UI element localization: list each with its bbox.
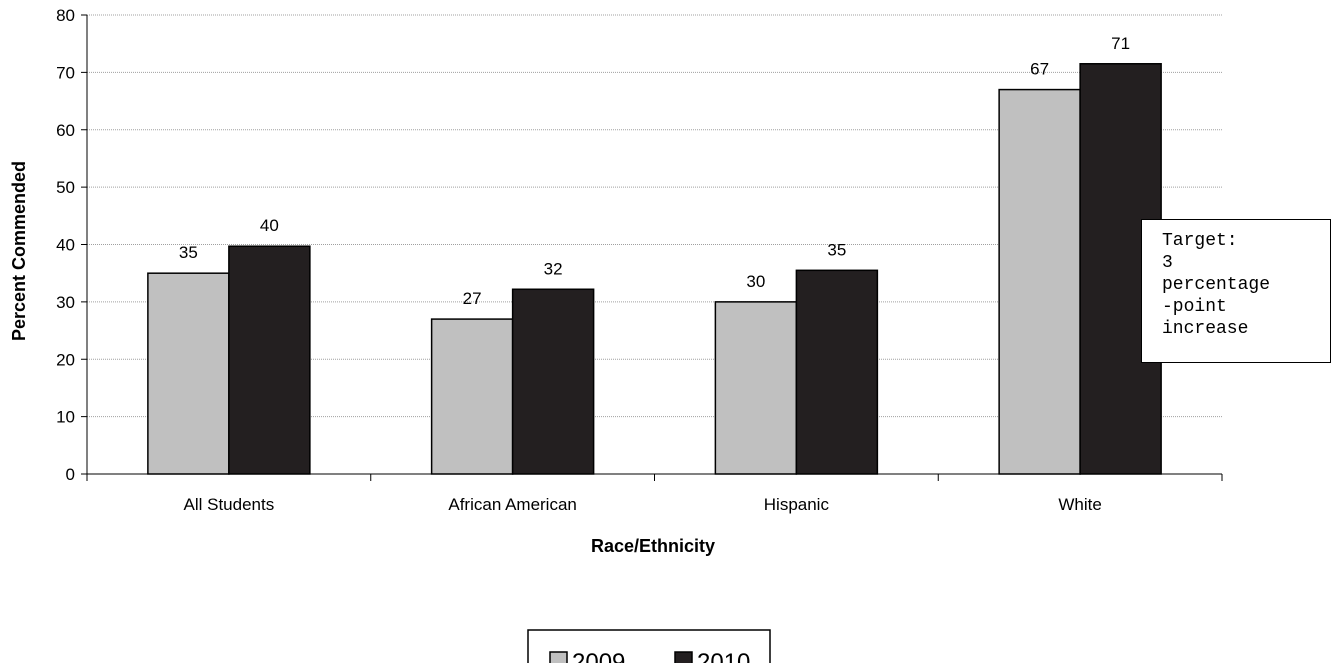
bar-2010-hispanic <box>795 269 879 475</box>
data-label: 30 <box>746 272 765 291</box>
data-label: 67 <box>1030 60 1049 79</box>
data-label: 35 <box>827 240 846 259</box>
x-tick-label: All Students <box>184 495 275 514</box>
x-axis-ticks: All Students African American Hispanic Whit… <box>86 474 1223 514</box>
bar-2009-hispanic <box>714 301 798 475</box>
legend-swatch-2010 <box>674 651 693 663</box>
y-tick-label: 40 <box>56 236 75 255</box>
y-axis-ticks: 0 10 20 30 40 50 60 70 80 <box>56 6 87 484</box>
y-tick-label: 30 <box>56 293 75 312</box>
bar-2009-african-american <box>430 318 514 475</box>
y-tick-label: 20 <box>56 350 75 369</box>
y-tick-label: 50 <box>56 178 75 197</box>
bar-2009-white <box>998 88 1081 475</box>
bar-2009-all-students <box>147 272 230 475</box>
legend-frame <box>527 629 771 663</box>
legend-label-2010: 2010 <box>697 649 750 663</box>
y-tick-label: 80 <box>56 6 75 25</box>
data-labels: 35 40 27 32 30 35 67 71 <box>179 34 1130 308</box>
legend: 2009 2010 <box>527 629 771 663</box>
x-axis-title: Race/Ethnicity <box>591 536 715 556</box>
data-label: 27 <box>463 289 482 308</box>
y-axis-title: Percent Commended <box>9 161 29 341</box>
y-tick-label: 70 <box>56 63 75 82</box>
y-tick-label: 10 <box>56 408 75 427</box>
bar-2010-african-american <box>511 288 595 475</box>
bar-2010-all-students <box>228 245 311 475</box>
data-label: 71 <box>1111 34 1130 53</box>
data-label: 40 <box>260 216 279 235</box>
y-tick-label: 0 <box>66 465 75 484</box>
y-tick-label: 60 <box>56 121 75 140</box>
legend-swatch-2009 <box>549 651 568 663</box>
x-tick-label: Hispanic <box>764 495 830 514</box>
target-annotation: Target: 3 percentage -point increase <box>1141 219 1331 363</box>
data-label: 35 <box>179 243 198 262</box>
x-tick-label: African American <box>448 495 577 514</box>
data-label: 32 <box>544 259 563 278</box>
x-tick-label: White <box>1058 495 1101 514</box>
legend-label-2009: 2009 <box>572 649 625 663</box>
bars <box>147 63 1162 475</box>
